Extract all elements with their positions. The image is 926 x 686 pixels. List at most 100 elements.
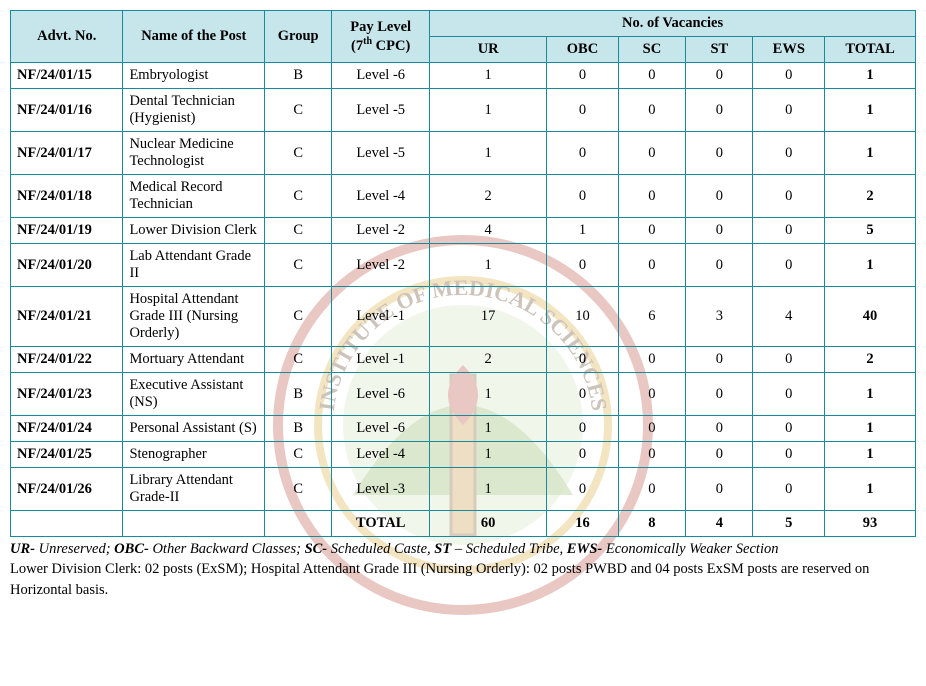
cell-ews: 0	[753, 218, 825, 244]
cell-group: B	[265, 373, 332, 416]
cell-sc: 6	[618, 287, 686, 347]
col-sc: SC	[618, 37, 686, 63]
cell-ews: 0	[753, 132, 825, 175]
cell-advt: NF/24/01/19	[11, 218, 123, 244]
cell-sc: 0	[618, 442, 686, 468]
cell-pay: Level -5	[332, 132, 430, 175]
total-st: 4	[686, 511, 753, 537]
col-vacancies: No. of Vacancies	[430, 11, 916, 37]
cell-pay: Level -6	[332, 416, 430, 442]
cell-st: 0	[686, 218, 753, 244]
table-row: NF/24/01/19Lower Division ClerkCLevel -2…	[11, 218, 916, 244]
table-row: NF/24/01/25StenographerCLevel -4100001	[11, 442, 916, 468]
cell-pay: Level -3	[332, 468, 430, 511]
cell-ur: 1	[430, 63, 547, 89]
cell-ews: 0	[753, 442, 825, 468]
cell-ews: 0	[753, 63, 825, 89]
cell-sc: 0	[618, 218, 686, 244]
cell-st: 3	[686, 287, 753, 347]
cell-ur: 1	[430, 244, 547, 287]
cell-pay: Level -6	[332, 373, 430, 416]
cell-obc: 0	[547, 373, 618, 416]
cell-st: 0	[686, 373, 753, 416]
cell-advt: NF/24/01/17	[11, 132, 123, 175]
cell-post: Personal Assistant (S)	[123, 416, 265, 442]
cell-sc: 0	[618, 373, 686, 416]
cell-pay: Level -2	[332, 218, 430, 244]
cell-sc: 0	[618, 347, 686, 373]
table-row: NF/24/01/15EmbryologistBLevel -6100001	[11, 63, 916, 89]
cell-ews: 0	[753, 175, 825, 218]
col-ur: UR	[430, 37, 547, 63]
col-obc: OBC	[547, 37, 618, 63]
cell-post: Lower Division Clerk	[123, 218, 265, 244]
cell-total: 1	[825, 442, 916, 468]
total-ur: 60	[430, 511, 547, 537]
cell-pay: Level -1	[332, 287, 430, 347]
cell-total: 1	[825, 132, 916, 175]
col-post: Name of the Post	[123, 11, 265, 63]
cell-group: C	[265, 442, 332, 468]
cell-advt: NF/24/01/15	[11, 63, 123, 89]
cell-ur: 4	[430, 218, 547, 244]
cell-st: 0	[686, 347, 753, 373]
table-total-row: TOTAL601684593	[11, 511, 916, 537]
cell-st: 0	[686, 442, 753, 468]
cell-obc: 0	[547, 442, 618, 468]
cell-total: 1	[825, 244, 916, 287]
cell-post: Executive Assistant (NS)	[123, 373, 265, 416]
cell-ews: 4	[753, 287, 825, 347]
cell-ews: 0	[753, 244, 825, 287]
cell-pay: Level -2	[332, 244, 430, 287]
cell-total: 1	[825, 373, 916, 416]
cell-total: 1	[825, 63, 916, 89]
cell-advt: NF/24/01/26	[11, 468, 123, 511]
cell-obc: 0	[547, 468, 618, 511]
cell-sc: 0	[618, 468, 686, 511]
cell-st: 0	[686, 416, 753, 442]
footnote: UR- Unreserved; OBC- Other Backward Clas…	[10, 539, 916, 600]
cell-post: Nuclear Medicine Technologist	[123, 132, 265, 175]
cell-total: 1	[825, 468, 916, 511]
cell-obc: 0	[547, 416, 618, 442]
cell-ews: 0	[753, 468, 825, 511]
cell-ur: 2	[430, 175, 547, 218]
total-total: 93	[825, 511, 916, 537]
cell-pay: Level -6	[332, 63, 430, 89]
col-ews: EWS	[753, 37, 825, 63]
cell-pay: Level -1	[332, 347, 430, 373]
cell-group: C	[265, 244, 332, 287]
cell-ur: 1	[430, 132, 547, 175]
cell-advt: NF/24/01/22	[11, 347, 123, 373]
cell-ews: 0	[753, 89, 825, 132]
cell-total: 5	[825, 218, 916, 244]
table-row: NF/24/01/18Medical Record TechnicianCLev…	[11, 175, 916, 218]
cell-ews: 0	[753, 373, 825, 416]
cell-st: 0	[686, 63, 753, 89]
cell-total: 2	[825, 175, 916, 218]
cell-ur: 1	[430, 468, 547, 511]
table-row: NF/24/01/16Dental Technician (Hygienist)…	[11, 89, 916, 132]
cell-group: C	[265, 175, 332, 218]
cell-obc: 0	[547, 132, 618, 175]
cell-ur: 2	[430, 347, 547, 373]
cell-group: B	[265, 416, 332, 442]
cell-post: Library Attendant Grade-II	[123, 468, 265, 511]
cell-group: C	[265, 89, 332, 132]
cell-post: Dental Technician (Hygienist)	[123, 89, 265, 132]
cell-sc: 0	[618, 416, 686, 442]
cell-sc: 0	[618, 244, 686, 287]
cell-st: 0	[686, 244, 753, 287]
cell-total: 2	[825, 347, 916, 373]
col-advt: Advt. No.	[11, 11, 123, 63]
cell-ur: 1	[430, 442, 547, 468]
cell-advt: NF/24/01/24	[11, 416, 123, 442]
cell-obc: 1	[547, 218, 618, 244]
cell-group: C	[265, 218, 332, 244]
total-obc: 16	[547, 511, 618, 537]
cell-group: C	[265, 468, 332, 511]
total-sc: 8	[618, 511, 686, 537]
cell-group: C	[265, 287, 332, 347]
cell-sc: 0	[618, 63, 686, 89]
cell-post	[123, 511, 265, 537]
